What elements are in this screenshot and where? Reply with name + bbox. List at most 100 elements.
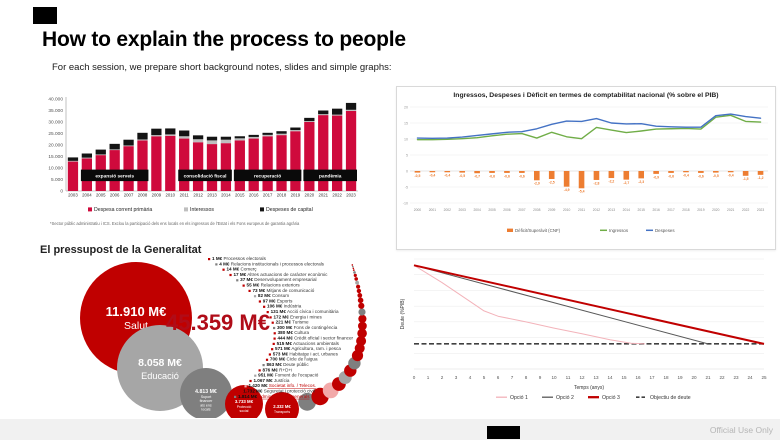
bubble-chain-circle [357, 328, 367, 339]
deficit-label: -0,7 [474, 175, 480, 179]
bubble-chain-circle [356, 284, 361, 289]
deficit-bar [504, 171, 510, 173]
bubble-chain-circle [357, 293, 363, 298]
bar-segment [290, 127, 301, 131]
bubble-chain-circle [358, 308, 366, 316]
x-tick-label: 2000 [414, 208, 422, 212]
page-subtitle: For each session, we prepare short backg… [52, 62, 392, 73]
y-tick-label: 25.000 [48, 131, 63, 137]
x-tick-label: 2010 [563, 208, 571, 212]
deficit-bar [429, 171, 436, 173]
deficit-label: -0,5 [713, 174, 719, 178]
x-tick-label: 2019 [291, 193, 301, 198]
deficit-label: -0,9 [653, 175, 659, 179]
bar-segment [137, 132, 148, 140]
y-tick-label: 5 [406, 153, 408, 157]
list-item: 172 M€ Energia i mines [273, 314, 322, 319]
list-item: 73 M€ Mitjans de comunicació [252, 288, 314, 293]
bar-segment [248, 138, 259, 191]
list-bullet [258, 369, 261, 372]
x-tick-label: 2019 [697, 208, 705, 212]
list-bullet [268, 353, 271, 356]
x-tick-label: 2022 [332, 193, 342, 198]
debt-chart-svg: 0 1 2 3 4 5 6 7 8 9 10 11 12 13 14 15 16 17 18 19 20 21 22 23 24… [400, 258, 767, 401]
chart-pressupost: El pressupost de la Generalitat 11.910 M… [36, 244, 390, 418]
deficit-bar [578, 171, 585, 189]
deficit-bar [668, 171, 674, 173]
bar-segment [331, 115, 343, 191]
x-tick-label: 5 [483, 375, 486, 380]
list-item: 1.732 M€ Seguretat i protecció civil [243, 389, 315, 394]
bubble-chain-circle [358, 321, 367, 331]
x-tick-label: 2009 [548, 208, 556, 212]
bar-segment [123, 146, 134, 191]
deficit-bar [459, 171, 466, 173]
deficit-bar [489, 171, 495, 173]
bar-segment [151, 136, 162, 191]
period-band-label: recuperació [254, 174, 281, 180]
x-tick-label: 2013 [207, 193, 217, 198]
bar-segment [248, 136, 259, 139]
bar-segment [234, 136, 245, 139]
list-item: 221 M€ Turisme [276, 320, 309, 325]
y-tick-label: 10 [404, 137, 408, 141]
deficit-label: -4,9 [564, 188, 570, 192]
legend-label: Despeses [655, 228, 675, 233]
legend-label: Objectiu de deute [650, 395, 691, 401]
bar-segment [192, 139, 204, 143]
x-tick-label: 2017 [263, 193, 273, 198]
x-tick-label: 1 [427, 375, 430, 380]
bar-segment [81, 153, 93, 158]
deficit-bar [653, 171, 659, 174]
deficit-bar [593, 171, 600, 180]
list-item: 4 M€ Relacions institucionals i processo… [219, 261, 324, 266]
x-tick-label: 15 [621, 375, 627, 380]
bar-segment [179, 138, 190, 191]
deficit-label: -0,6 [519, 174, 525, 178]
bubble-chain-circle [357, 297, 364, 304]
x-tick-label: 2018 [682, 208, 690, 212]
x-tick-label: 2001 [429, 208, 437, 212]
bar-segment [206, 140, 218, 145]
x-tick-label: 2 [441, 375, 444, 380]
x-tick-label: 2008 [533, 208, 541, 212]
x-tick-label: 2011 [578, 208, 585, 212]
deficit-bar [683, 171, 689, 173]
legend-swatch [184, 207, 188, 212]
list-item: 82 M€ Consum [258, 293, 289, 298]
bar-segment [179, 136, 190, 139]
deficit-label: -0,6 [489, 174, 495, 178]
deficit-label: -1,2 [758, 176, 764, 180]
deficit-bar [548, 171, 555, 179]
x-tick-label: 18 [663, 375, 669, 380]
list-item: 863 M€ Deute públic [266, 362, 309, 367]
chart-footnote: *Sector públic administratiu i ICS. Excl… [50, 221, 300, 226]
bar-segment [123, 145, 134, 147]
period-band [233, 169, 302, 182]
legend-label: Opció 1 [510, 395, 528, 401]
y-tick-label: 0 [406, 169, 408, 173]
deficit-bar [533, 171, 540, 181]
x-tick-label: 17 [649, 375, 655, 380]
period-band [303, 169, 357, 182]
list-item: 573 M€ Habitatge i act. urbanes [273, 351, 339, 356]
x-tick-label: 2007 [124, 193, 134, 198]
deficit-label: -0,4 [429, 174, 435, 178]
y-tick-label: 20.000 [48, 143, 63, 149]
x-tick-label: 6 [497, 375, 500, 380]
x-tick-label: 21 [705, 375, 711, 380]
x-tick-label: 2022 [742, 208, 750, 212]
list-bullet [234, 395, 237, 398]
bubble-chain-circle [358, 302, 365, 309]
period-band [80, 169, 149, 182]
bubble-value: 3.733 M€ [235, 399, 254, 404]
legend-swatch [507, 228, 513, 232]
list-bullet [249, 379, 252, 383]
bar-segment [109, 143, 120, 150]
deficit-bar [727, 171, 734, 173]
bubble-value: 11.910 M€ [106, 304, 167, 319]
bubble-label: Protecció [237, 405, 252, 409]
legend-swatch [88, 207, 92, 212]
x-tick-label: 23 [733, 375, 739, 380]
bar-segment [304, 122, 315, 191]
